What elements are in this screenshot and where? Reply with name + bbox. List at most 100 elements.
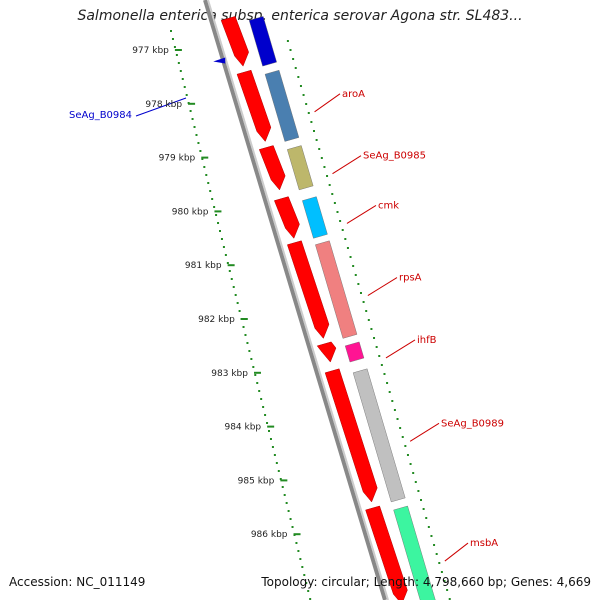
outer-dot [378,355,381,357]
outer-dot [386,382,389,384]
outer-dot [344,238,347,240]
tick-dot [258,390,261,392]
outer-dot [349,256,352,258]
gene-label-ihfB[interactable]: ihfB [417,335,437,346]
outer-dot [328,184,331,186]
tick-dot [170,30,172,32]
gene-label-aroA[interactable]: aroA [342,89,365,100]
outer-dot [341,229,344,231]
outer-dot [427,526,430,528]
outer-dot [420,499,423,501]
gene-cmk[interactable] [274,196,328,239]
gene-band [302,196,328,239]
gene-aroA[interactable] [236,69,300,142]
outer-dot [383,373,386,375]
outer-dot [365,310,368,312]
outer-dot [430,535,433,537]
outer-dot [362,301,365,303]
outer-dot [409,463,412,465]
outer-dot [380,364,383,366]
outer-dot [399,427,402,429]
label-leader [385,339,416,359]
tick-dot [262,406,265,408]
tick-dot [305,582,308,584]
cds-arrow [274,196,300,239]
tick-dot [222,246,225,248]
gene-band [344,341,365,363]
label-leader [135,97,187,117]
tick-dot [269,438,272,440]
tick-dot [234,294,237,296]
tick-dot [275,462,278,464]
label-leader [346,205,377,224]
outer-dot [375,346,378,348]
accession-text: Accession: NC_011149 [9,575,146,589]
gene-rpsA[interactable] [287,240,358,339]
outer-dot [388,391,391,393]
tick-dot [289,518,292,520]
gene-SeAg_B0989[interactable] [324,368,406,503]
tick-dot [191,118,194,120]
gene-msbA[interactable] [365,505,436,600]
gene-label-SeAg_B0989[interactable]: SeAg_B0989 [441,418,504,429]
tick-dot [273,454,276,456]
tick-dot [248,350,251,352]
tick-dot [185,94,188,96]
outer-dot [391,400,394,402]
outer-dot [305,103,308,105]
outer-dot [412,472,415,474]
gene-label-cmk[interactable]: cmk [378,200,399,211]
tick-dot [207,182,210,184]
gene-band [393,505,436,600]
tick-label: 979 kbp [159,154,196,164]
outer-dot [414,481,417,483]
cds-arrow [258,145,286,191]
outer-dot [339,220,342,222]
gene-label-rpsA[interactable]: rpsA [399,273,422,284]
outer-dot [401,436,404,438]
cds-arrow [324,368,378,503]
tick-labels: 977 kbp 978 kbp 979 kbp 980 kbp 981 kbp 982 k… [132,46,301,540]
backbone [203,0,389,600]
tick-dot [171,38,174,40]
tick-dot [189,110,192,112]
outer-dot [302,94,305,96]
tick-dot [301,566,304,568]
outer-dot [448,598,451,600]
tick-dot [230,278,233,280]
gene-label-SeAg_B0985[interactable]: SeAg_B0985 [363,151,426,162]
cds-arrow [287,240,330,339]
tick-dot [205,174,208,176]
gene-label-msbA[interactable]: msbA [470,538,498,549]
tick-dot [271,446,274,448]
tick-dot [232,286,235,288]
tick-dot [244,334,247,336]
tick-dot [209,190,212,192]
outer-dot [333,202,336,204]
tick-label: 984 kbp [224,423,261,433]
gene-band [248,16,277,67]
tick-dot [199,150,202,152]
label-leader [409,422,440,442]
outer-dot [446,589,449,591]
outer-dot [359,292,362,294]
reverse-feature-arrow[interactable] [213,57,226,64]
tick-dot [236,302,239,304]
tick-dot [201,158,204,160]
tick-dot [307,590,310,592]
gene-ihfB[interactable] [316,341,365,363]
tick-dot [309,598,312,600]
outer-dot [286,40,289,42]
tick-dot [260,398,263,400]
tick-dot [193,126,196,128]
cds-arrow [365,505,408,600]
outer-dot [435,553,438,555]
gene-label-SeAg_B0984[interactable]: SeAg_B0984 [69,110,132,121]
tick-dot [297,550,300,552]
gene-SeAg_B0985[interactable] [258,145,314,191]
tick-dot [256,382,259,384]
tick-dot [215,214,218,216]
tick-dot [211,198,214,200]
gene-partial[interactable] [220,16,277,67]
tick-dot [277,470,280,472]
